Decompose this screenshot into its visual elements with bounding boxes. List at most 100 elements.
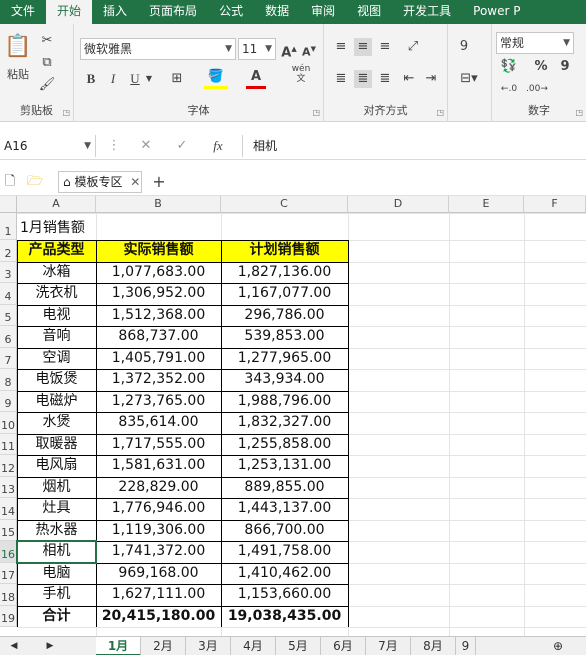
close-icon[interactable]: ✕ xyxy=(130,175,141,189)
table-row-1-name[interactable]: 冰箱 xyxy=(42,263,71,280)
table-row-10-name[interactable]: 电风扇 xyxy=(35,457,78,473)
add-tab-button[interactable]: + xyxy=(152,172,166,191)
add-sheet-icon[interactable]: ⊕ xyxy=(552,639,564,653)
tab-home[interactable]: 开始 xyxy=(46,0,93,24)
align-right-icon[interactable]: ≣ xyxy=(379,71,391,86)
tab-power-pivot[interactable]: Power P xyxy=(473,4,521,18)
table-header-actual[interactable]: 实际销售额 xyxy=(96,240,221,262)
tab-view[interactable]: 视图 xyxy=(357,4,382,18)
table-row-16-name[interactable]: 手机 xyxy=(42,586,71,602)
sheet-tab-1[interactable]: 1月 xyxy=(96,637,141,655)
decrease-font-icon[interactable]: A▼ xyxy=(302,45,316,59)
table-row-8-actual[interactable]: 835,614.00 xyxy=(118,414,199,430)
decrease-indent-icon[interactable]: ⇤ xyxy=(403,71,415,86)
table-row-3-actual[interactable]: 1,512,368.00 xyxy=(111,306,206,323)
column-header-c[interactable]: C xyxy=(221,196,348,213)
table-row-10-plan[interactable]: 1,253,131.00 xyxy=(237,457,332,473)
row-header-19[interactable]: 19 xyxy=(0,605,17,627)
alignment-launcher-icon[interactable]: ◳ xyxy=(436,108,444,117)
phonetic-icon[interactable]: wén 文 xyxy=(291,64,311,84)
table-header-name[interactable]: 产品类型 xyxy=(17,240,96,262)
clipboard-launcher-icon[interactable]: ◳ xyxy=(62,108,70,117)
table-row-1-actual[interactable]: 1,077,683.00 xyxy=(111,263,206,280)
column-header-e[interactable]: E xyxy=(449,196,524,213)
chevron-down-icon[interactable]: ▼ xyxy=(145,74,153,83)
table-row-2-actual[interactable]: 1,306,952.00 xyxy=(111,285,206,301)
table-row-6-name[interactable]: 电饭煲 xyxy=(35,371,78,387)
table-row-9-actual[interactable]: 1,717,555.00 xyxy=(111,435,206,452)
table-row-11-actual[interactable]: 228,829.00 xyxy=(118,478,199,495)
row-header-4[interactable]: 4 xyxy=(0,283,17,305)
increase-indent-icon[interactable]: ⇥ xyxy=(425,71,437,86)
row-header-16[interactable]: 16 xyxy=(0,541,17,563)
table-row-14-actual[interactable]: 1,741,372.00 xyxy=(111,543,206,559)
enter-icon[interactable]: ✓ xyxy=(176,138,188,153)
percent-button[interactable]: % xyxy=(534,59,548,74)
select-all-corner[interactable] xyxy=(0,196,17,213)
cancel-icon[interactable]: ✕ xyxy=(140,138,152,153)
table-row-13-name[interactable]: 热水器 xyxy=(35,521,78,538)
table-row-7-plan[interactable]: 1,988,796.00 xyxy=(237,392,332,409)
table-row-12-plan[interactable]: 1,443,137.00 xyxy=(237,500,332,516)
column-header-b[interactable]: B xyxy=(96,196,221,213)
table-row-5-plan[interactable]: 1,277,965.00 xyxy=(237,349,332,366)
table-row-7-actual[interactable]: 1,273,765.00 xyxy=(111,392,206,409)
row-header-7[interactable]: 7 xyxy=(0,347,17,369)
table-row-14-plan[interactable]: 1,491,758.00 xyxy=(237,543,332,559)
comma-style-button[interactable]: 9 xyxy=(560,59,570,74)
sheet-tab-7[interactable]: 7月 xyxy=(366,637,411,655)
align-bottom-icon[interactable]: ≡ xyxy=(379,39,391,54)
row-header-18[interactable]: 18 xyxy=(0,584,17,606)
sheet-tab-9[interactable]: 9 xyxy=(456,637,476,655)
sheet-tab-6[interactable]: 6月 xyxy=(321,637,366,655)
table-row-15-name[interactable]: 电脑 xyxy=(42,564,71,581)
table-row-13-plan[interactable]: 866,700.00 xyxy=(244,521,325,538)
increase-font-icon[interactable]: A▲ xyxy=(281,45,297,61)
sheet-tab-4[interactable]: 4月 xyxy=(231,637,276,655)
table-row-13-actual[interactable]: 1,119,306.00 xyxy=(111,521,206,538)
cut-icon[interactable]: ✂ xyxy=(41,33,53,48)
table-row-4-name[interactable]: 音响 xyxy=(42,328,71,344)
table-row-6-actual[interactable]: 1,372,352.00 xyxy=(111,371,206,387)
table-total-name[interactable]: 合计 xyxy=(42,607,71,624)
tab-developer[interactable]: 开发工具 xyxy=(403,4,452,18)
table-row-7-name[interactable]: 电磁炉 xyxy=(35,392,78,409)
table-row-16-actual[interactable]: 1,627,111.00 xyxy=(111,586,206,602)
merge-center-icon[interactable]: ⊟▾ xyxy=(460,71,478,86)
formula-input[interactable]: 相机 xyxy=(242,135,586,157)
name-box[interactable]: A16 ▼ xyxy=(0,135,96,157)
underline-button[interactable]: U xyxy=(130,71,140,86)
increase-decimal-icon[interactable]: ←.0 xyxy=(500,84,518,94)
row-header-8[interactable]: 8 xyxy=(0,369,17,391)
border-icon[interactable]: ⊞ xyxy=(171,71,183,86)
table-header-plan[interactable]: 计划销售额 xyxy=(221,240,348,262)
sheet-tab-5[interactable]: 5月 xyxy=(276,637,321,655)
sheet-tab-8[interactable]: 8月 xyxy=(411,637,456,655)
row-header-10[interactable]: 10 xyxy=(0,412,17,434)
tab-review[interactable]: 审阅 xyxy=(311,4,336,18)
font-size-select[interactable]: 11 ▼ xyxy=(238,38,276,60)
tab-formulas[interactable]: 公式 xyxy=(219,4,244,18)
align-left-icon[interactable]: ≣ xyxy=(335,71,347,86)
table-row-2-name[interactable]: 洗衣机 xyxy=(35,285,78,301)
next-sheet-icon[interactable]: ▶ xyxy=(46,641,54,651)
font-launcher-icon[interactable]: ◳ xyxy=(312,108,320,117)
table-row-11-name[interactable]: 烟机 xyxy=(42,478,71,495)
row-header-2[interactable]: 2 xyxy=(0,240,17,262)
row-header-5[interactable]: 5 xyxy=(0,304,17,326)
number-launcher-icon[interactable]: ◳ xyxy=(575,108,583,117)
format-painter-icon[interactable]: 🖌 xyxy=(38,77,56,92)
number-format-select[interactable]: 常规 ▼ xyxy=(496,32,574,54)
align-top-icon[interactable]: ≡ xyxy=(335,39,347,54)
table-row-3-name[interactable]: 电视 xyxy=(42,306,71,323)
row-header-1[interactable]: 1 xyxy=(0,213,17,240)
table-total-plan[interactable]: 19,038,435.00 xyxy=(227,607,342,624)
table-row-5-name[interactable]: 空调 xyxy=(42,349,71,366)
table-row-12-name[interactable]: 灶具 xyxy=(42,500,71,516)
row-header-11[interactable]: 11 xyxy=(0,433,17,455)
wrap-text-icon[interactable]: 9 xyxy=(459,39,469,54)
row-header-6[interactable]: 6 xyxy=(0,326,17,348)
table-row-5-actual[interactable]: 1,405,791.00 xyxy=(111,349,206,366)
table-row-10-actual[interactable]: 1,581,631.00 xyxy=(111,457,206,473)
table-row-15-plan[interactable]: 1,410,462.00 xyxy=(237,564,332,581)
